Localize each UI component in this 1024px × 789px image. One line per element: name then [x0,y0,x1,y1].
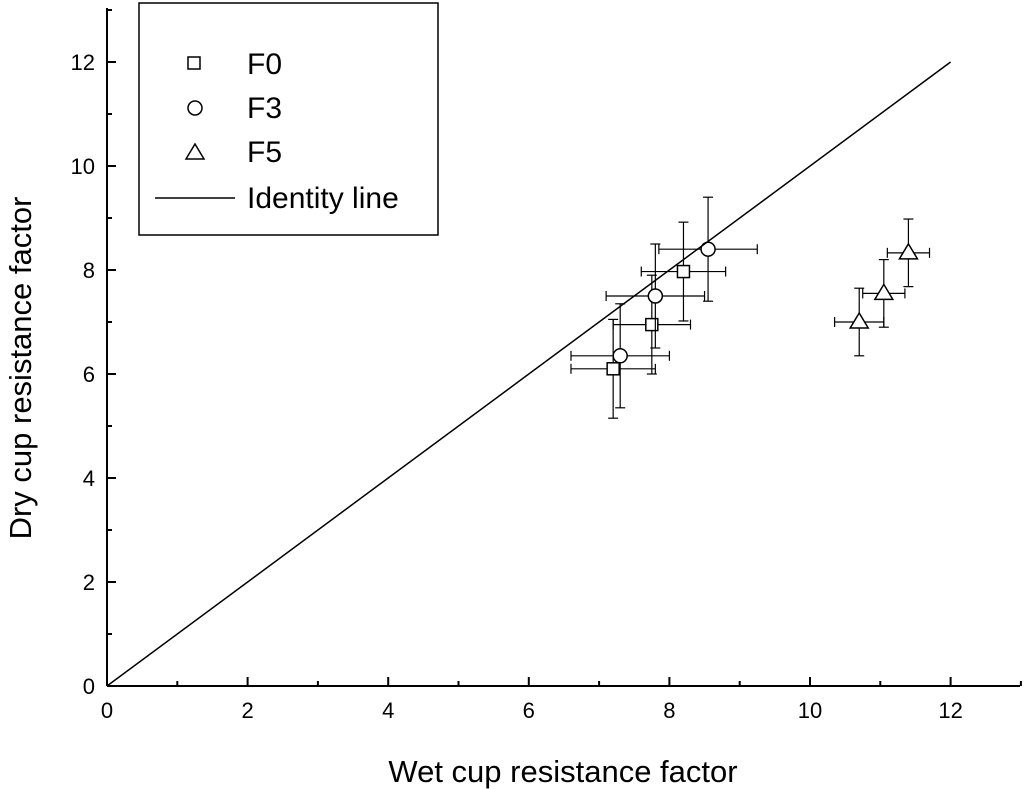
x-ticks: 0 2 4 6 8 10 12 [101,677,1022,723]
plot-area [106,61,952,687]
y-tick-label: 6 [83,362,95,387]
legend-label-f3: F3 [247,92,282,125]
x-tick-label: 2 [241,698,253,723]
y-tick-label: 10 [71,154,95,179]
y-tick-label: 4 [83,466,95,491]
y-tick-label: 8 [83,258,95,283]
data-point-f5 [848,311,870,329]
x-tick-label: 8 [663,698,675,723]
data-point-f0 [645,317,659,332]
data-point-f0 [606,362,620,376]
data-point-f3 [612,348,628,364]
legend: F0 F3 F5 Identity line [138,2,439,236]
y-ticks: 0 2 4 6 8 10 12 [71,9,116,699]
x-axis-title: Wet cup resistance factor [388,754,737,789]
y-tick-label: 12 [71,50,95,75]
y-tick-label: 2 [83,570,95,595]
legend-label-f5: F5 [247,136,282,169]
legend-f3-circle-icon [187,100,203,116]
x-tick-label: 0 [101,698,113,723]
legend-box [138,2,439,236]
x-tick-label: 10 [798,698,822,723]
data-point-f5 [873,282,895,301]
data-point-f3 [647,288,664,304]
legend-label-f0: F0 [247,48,282,81]
data-point-f5 [898,242,919,260]
legend-label-identity: Identity line [247,182,399,215]
identity-line [106,61,952,687]
legend-f0-square-icon [187,56,201,70]
data-point-f0 [676,264,691,279]
axes [106,8,1020,687]
x-tick-label: 6 [523,698,535,723]
x-tick-label: 12 [938,698,962,723]
y-axis-title: Dry cup resistance factor [3,197,38,540]
x-tick-label: 4 [382,698,394,723]
legend-f5-triangle-icon [184,142,206,160]
y-tick-label: 0 [83,674,95,699]
